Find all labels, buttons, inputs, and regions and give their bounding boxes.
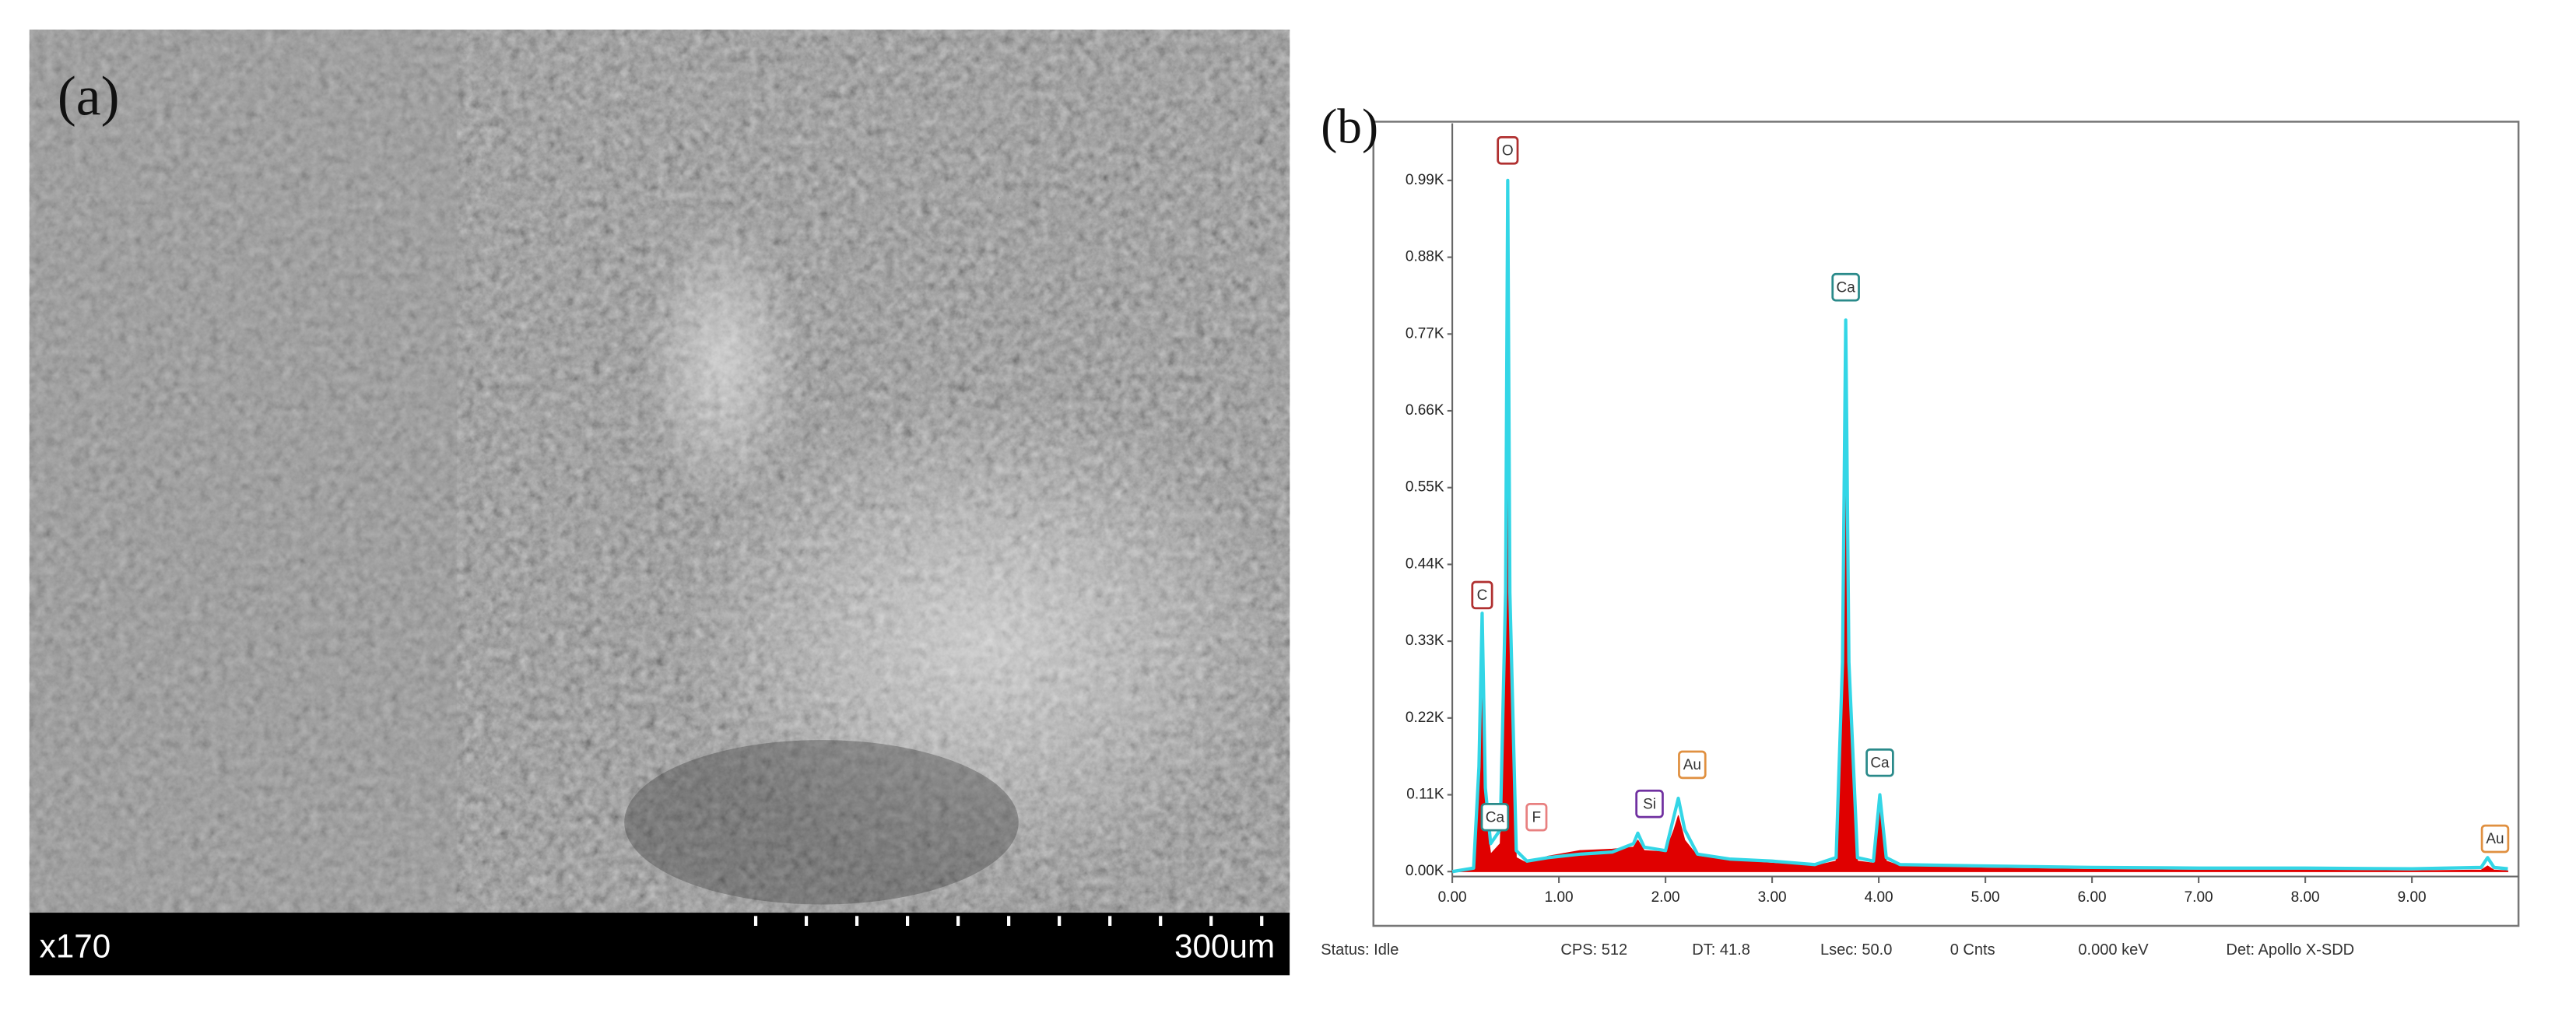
- peak-label: Au: [1683, 757, 1701, 773]
- x-tick-label: 3.00: [1758, 889, 1787, 906]
- peak-label-box: [1678, 750, 1707, 780]
- peak-label: O: [1502, 142, 1514, 159]
- scale-bar: [753, 916, 1264, 926]
- peak-label: C: [1477, 587, 1488, 604]
- scale-bar-label: 300um: [1174, 928, 1275, 965]
- panel-label: (a): [58, 65, 120, 127]
- peak-label: Si: [1643, 796, 1656, 812]
- x-tick-label: 6.00: [2078, 889, 2107, 906]
- peak-label-box: [1525, 802, 1548, 832]
- y-tick-label: 0.88K: [1406, 249, 1444, 265]
- peak-label: Ca: [1486, 809, 1505, 825]
- x-tick-label: 4.00: [1865, 889, 1893, 906]
- peak-label: Au: [2486, 831, 2504, 847]
- x-tick-label: 5.00: [1971, 889, 2000, 906]
- y-tick-label: 0.77K: [1406, 325, 1444, 342]
- peak-label-box: [1480, 802, 1510, 832]
- peak-label: Ca: [1836, 279, 1855, 296]
- spectrum-line: [1451, 178, 2508, 874]
- status-item: DT: 41.8: [1692, 941, 1750, 959]
- y-tick-label: 0.33K: [1406, 633, 1444, 649]
- plot-frame: [1372, 121, 2520, 927]
- status-item: Status: Idle: [1321, 941, 1399, 959]
- panel-label: (b): [1321, 100, 1378, 154]
- y-tick-label: 0.66K: [1406, 402, 1444, 419]
- y-tick-label: 0.00K: [1406, 863, 1444, 879]
- peak-label-box: [1635, 789, 1664, 818]
- peak-label-box: [1865, 748, 1894, 777]
- peak-label: Ca: [1870, 755, 1890, 771]
- x-tick-label: 8.00: [2291, 889, 2320, 906]
- x-tick-label: 1.00: [1545, 889, 1574, 906]
- peak-label-box: [1497, 136, 1519, 165]
- x-tick-label: 2.00: [1651, 889, 1680, 906]
- y-tick-label: 0.55K: [1406, 479, 1444, 496]
- x-tick-label: 7.00: [2185, 889, 2213, 906]
- status-item: CPS: 512: [1560, 941, 1627, 959]
- y-tick-label: 0.99K: [1406, 172, 1444, 188]
- status-item: 0.000 keV: [2078, 941, 2149, 959]
- status-item: Lsec: 50.0: [1820, 941, 1892, 959]
- status-item: 0 Cnts: [1950, 941, 1995, 959]
- status-item: Det: Apollo X-SDD: [2226, 941, 2354, 959]
- y-tick-label: 0.22K: [1406, 710, 1444, 726]
- peak-label: F: [1532, 809, 1542, 825]
- y-tick-label: 0.11K: [1406, 787, 1444, 803]
- y-tick-label: 0.44K: [1406, 556, 1444, 572]
- x-tick-label: 9.00: [2398, 889, 2427, 906]
- x-tick-label: 0.00: [1438, 889, 1467, 906]
- peak-label-box: [1471, 580, 1493, 610]
- peak-label-box: [2480, 824, 2510, 854]
- magnification: x170: [40, 928, 111, 965]
- sem-image: [29, 30, 1298, 976]
- peak-label-box: [1831, 272, 1860, 302]
